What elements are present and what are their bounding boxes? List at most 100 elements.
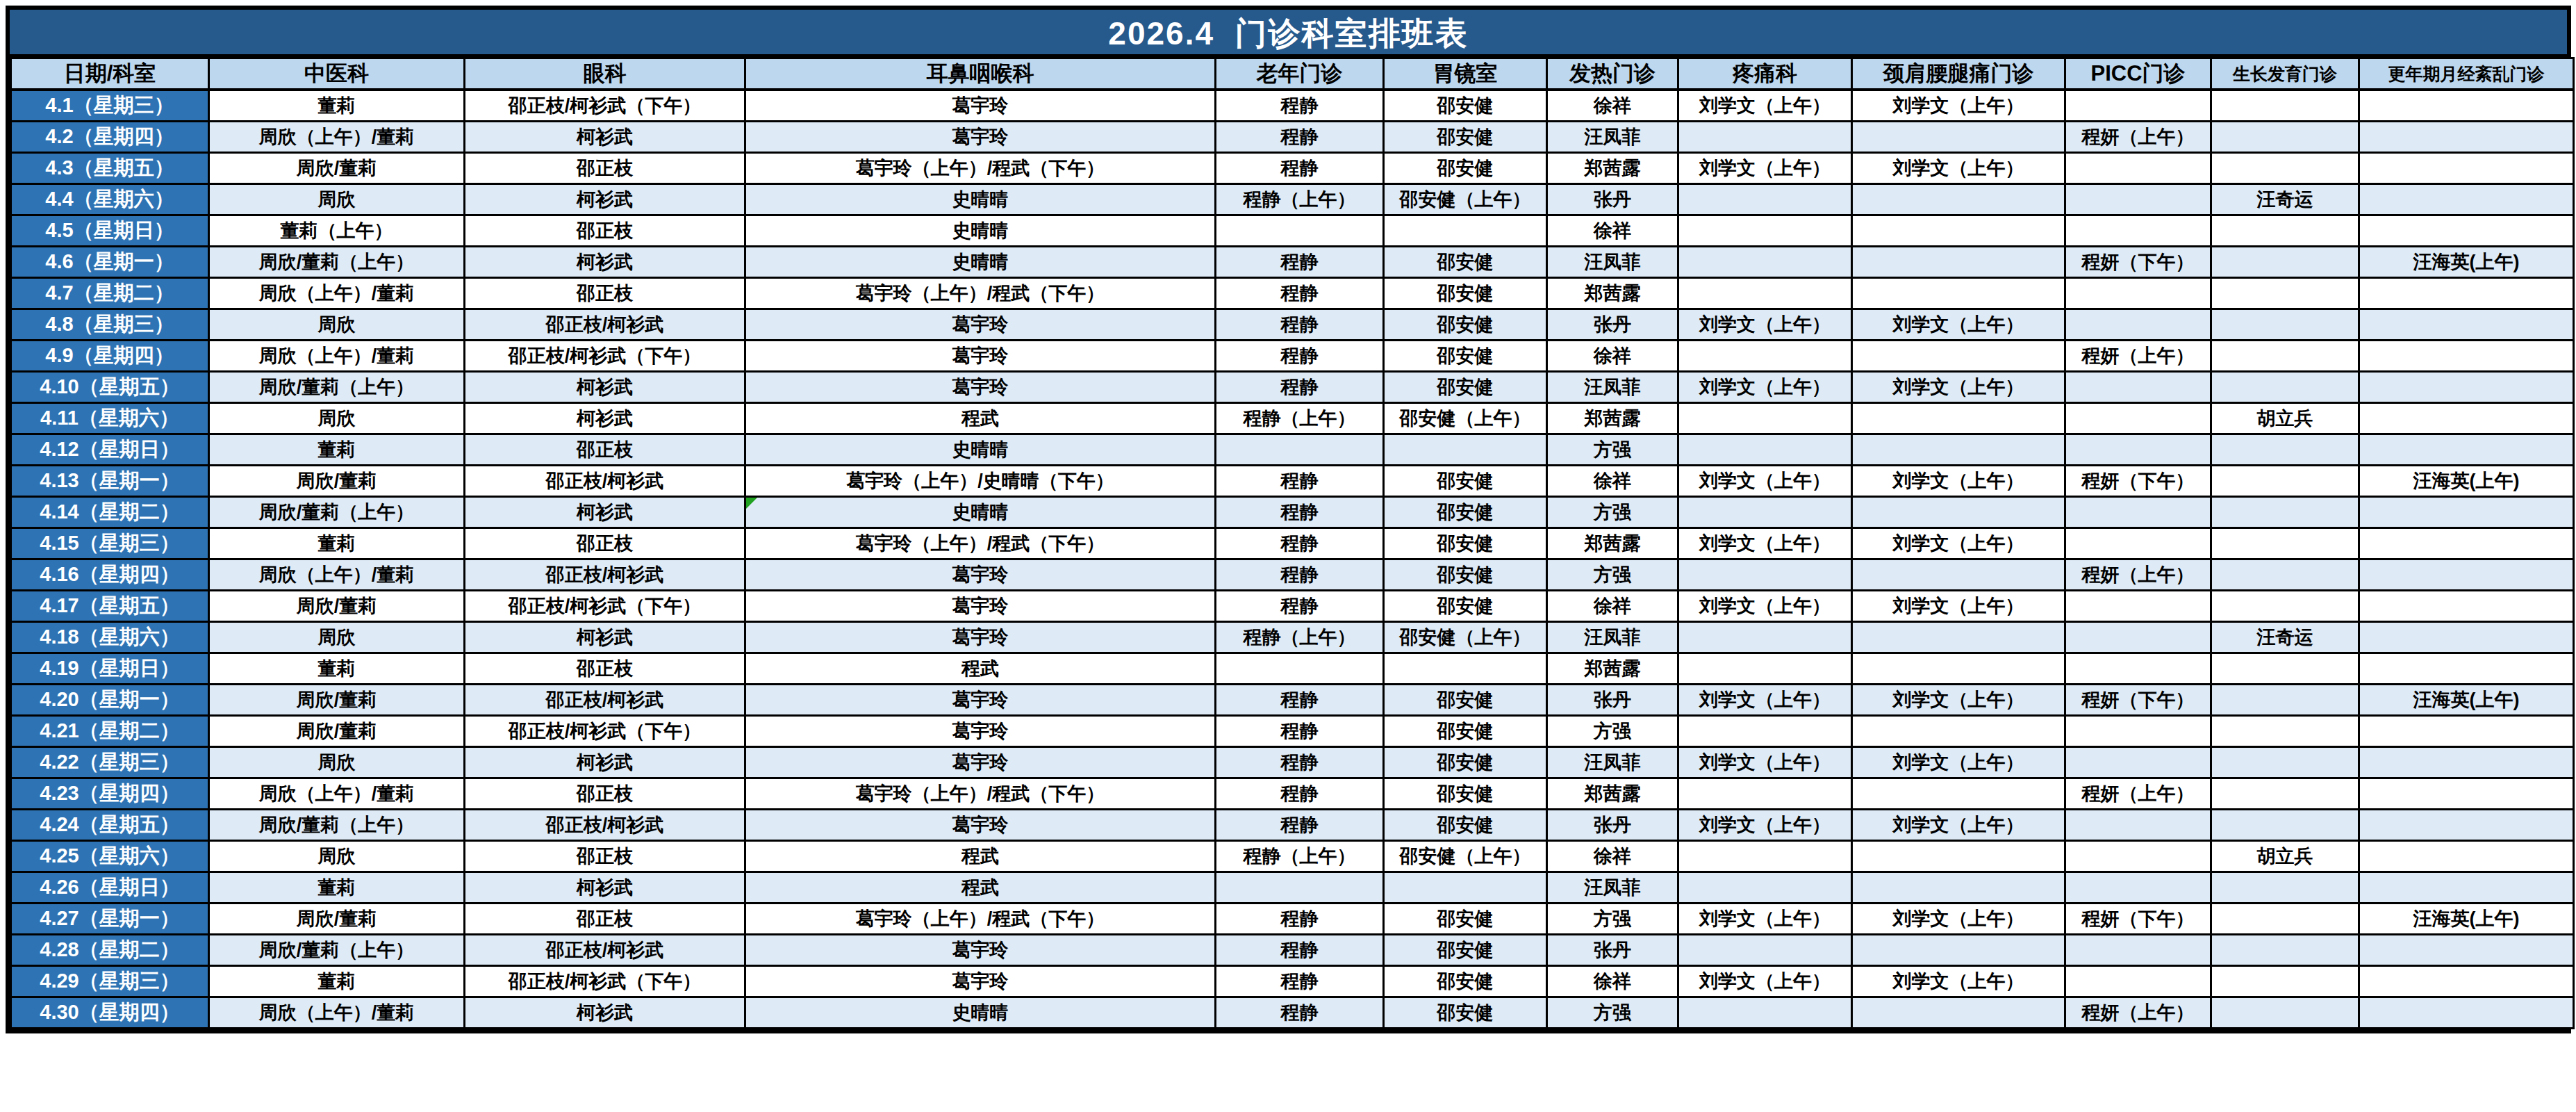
- date-cell[interactable]: 4.5（星期日）: [11, 215, 209, 246]
- schedule-cell[interactable]: 程静: [1216, 590, 1384, 621]
- schedule-cell[interactable]: 周欣: [209, 746, 465, 778]
- schedule-cell[interactable]: 董莉: [209, 653, 465, 684]
- schedule-cell[interactable]: 周欣/董莉（上午）: [209, 496, 465, 528]
- schedule-cell[interactable]: 葛宇玲: [745, 371, 1216, 402]
- date-cell[interactable]: 4.10（星期五）: [11, 371, 209, 402]
- schedule-cell[interactable]: [1678, 997, 1852, 1028]
- date-cell[interactable]: 4.11（星期六）: [11, 402, 209, 434]
- schedule-cell[interactable]: 郑茜露: [1547, 152, 1678, 183]
- date-cell[interactable]: 4.30（星期四）: [11, 997, 209, 1028]
- schedule-cell[interactable]: 程妍（下午）: [2065, 465, 2211, 496]
- schedule-cell[interactable]: 柯衫武: [465, 402, 745, 434]
- schedule-cell[interactable]: 程静: [1216, 90, 1384, 121]
- schedule-cell[interactable]: 史晴晴: [745, 215, 1216, 246]
- schedule-cell[interactable]: 徐祥: [1547, 840, 1678, 872]
- schedule-cell[interactable]: 邵安健: [1384, 528, 1547, 559]
- schedule-cell[interactable]: 邵安健: [1384, 371, 1547, 402]
- schedule-cell[interactable]: 邵正枝: [465, 903, 745, 934]
- schedule-cell[interactable]: 邵安健: [1384, 246, 1547, 277]
- schedule-cell[interactable]: 邵正枝/柯衫武（下午）: [465, 90, 745, 121]
- schedule-cell[interactable]: [1852, 559, 2065, 590]
- schedule-cell[interactable]: 程妍（下午）: [2065, 903, 2211, 934]
- schedule-cell[interactable]: 邵正枝: [465, 528, 745, 559]
- column-header[interactable]: 颈肩腰腿痛门诊: [1852, 58, 2065, 90]
- schedule-cell[interactable]: [2211, 371, 2359, 402]
- schedule-cell[interactable]: [1678, 778, 1852, 809]
- schedule-cell[interactable]: 郑茜露: [1547, 277, 1678, 309]
- schedule-cell[interactable]: 汪凤菲: [1547, 371, 1678, 402]
- schedule-cell[interactable]: [2359, 840, 2574, 872]
- schedule-cell[interactable]: 刘学文（上午）: [1852, 465, 2065, 496]
- schedule-cell[interactable]: 程武: [745, 872, 1216, 903]
- schedule-cell[interactable]: 汪凤菲: [1547, 246, 1678, 277]
- schedule-cell[interactable]: 邵安健: [1384, 590, 1547, 621]
- schedule-cell[interactable]: 刘学文（上午）: [1678, 528, 1852, 559]
- schedule-cell[interactable]: 刘学文（上午）: [1678, 465, 1852, 496]
- schedule-cell[interactable]: 邵安健: [1384, 903, 1547, 934]
- schedule-cell[interactable]: 汪海英(上午): [2359, 465, 2574, 496]
- schedule-cell[interactable]: 程静: [1216, 559, 1384, 590]
- schedule-cell[interactable]: [1678, 621, 1852, 653]
- schedule-cell[interactable]: 周欣（上午）/董莉: [209, 340, 465, 371]
- schedule-cell[interactable]: 方强: [1547, 559, 1678, 590]
- schedule-cell[interactable]: 汪凤菲: [1547, 746, 1678, 778]
- schedule-cell[interactable]: [2359, 934, 2574, 965]
- schedule-cell[interactable]: 刘学文（上午）: [1852, 809, 2065, 840]
- schedule-cell[interactable]: 周欣（上午）/董莉: [209, 277, 465, 309]
- schedule-cell[interactable]: [1678, 653, 1852, 684]
- schedule-cell[interactable]: [2211, 590, 2359, 621]
- schedule-cell[interactable]: 程静: [1216, 997, 1384, 1028]
- date-cell[interactable]: 4.16（星期四）: [11, 559, 209, 590]
- schedule-cell[interactable]: 邵安健: [1384, 778, 1547, 809]
- schedule-cell[interactable]: [1852, 496, 2065, 528]
- schedule-cell[interactable]: 程静: [1216, 371, 1384, 402]
- column-header[interactable]: 日期/科室: [11, 58, 209, 90]
- schedule-cell[interactable]: 柯衫武: [465, 121, 745, 152]
- schedule-cell[interactable]: [1678, 246, 1852, 277]
- column-header[interactable]: 耳鼻咽喉科: [745, 58, 1216, 90]
- schedule-cell[interactable]: [2359, 746, 2574, 778]
- schedule-cell[interactable]: 周欣/董莉: [209, 465, 465, 496]
- schedule-cell[interactable]: 郑茜露: [1547, 653, 1678, 684]
- schedule-cell[interactable]: 刘学文（上午）: [1678, 590, 1852, 621]
- schedule-cell[interactable]: [1216, 653, 1384, 684]
- column-header[interactable]: 老年门诊: [1216, 58, 1384, 90]
- schedule-cell[interactable]: [2359, 528, 2574, 559]
- schedule-cell[interactable]: 刘学文（上午）: [1852, 90, 2065, 121]
- date-cell[interactable]: 4.9（星期四）: [11, 340, 209, 371]
- schedule-cell[interactable]: 徐祥: [1547, 340, 1678, 371]
- schedule-cell[interactable]: [2211, 997, 2359, 1028]
- schedule-cell[interactable]: 程静: [1216, 496, 1384, 528]
- schedule-cell[interactable]: 程静（上午）: [1216, 183, 1384, 215]
- schedule-cell[interactable]: 程武: [745, 402, 1216, 434]
- schedule-cell[interactable]: 邵安健（上午）: [1384, 402, 1547, 434]
- schedule-cell[interactable]: [2211, 778, 2359, 809]
- schedule-cell[interactable]: [1852, 183, 2065, 215]
- date-cell[interactable]: 4.3（星期五）: [11, 152, 209, 183]
- schedule-cell[interactable]: 程静（上午）: [1216, 402, 1384, 434]
- column-header[interactable]: PICC门诊: [2065, 58, 2211, 90]
- schedule-cell[interactable]: 葛宇玲: [745, 590, 1216, 621]
- schedule-cell[interactable]: [2359, 872, 2574, 903]
- schedule-cell[interactable]: [2065, 183, 2211, 215]
- schedule-cell[interactable]: [1852, 872, 2065, 903]
- schedule-cell[interactable]: 史晴晴: [745, 997, 1216, 1028]
- schedule-cell[interactable]: 刘学文（上午）: [1678, 371, 1852, 402]
- column-header[interactable]: 生长发育门诊: [2211, 58, 2359, 90]
- schedule-cell[interactable]: 邵正枝: [465, 840, 745, 872]
- schedule-cell[interactable]: 葛宇玲（上午）/程武（下午）: [745, 528, 1216, 559]
- schedule-cell[interactable]: [1216, 434, 1384, 465]
- date-cell[interactable]: 4.24（星期五）: [11, 809, 209, 840]
- schedule-cell[interactable]: 程静: [1216, 465, 1384, 496]
- schedule-cell[interactable]: [2359, 215, 2574, 246]
- schedule-cell[interactable]: 程武: [745, 840, 1216, 872]
- schedule-cell[interactable]: 刘学文（上午）: [1852, 746, 2065, 778]
- schedule-cell[interactable]: 刘学文（上午）: [1852, 528, 2065, 559]
- schedule-cell[interactable]: 程静: [1216, 715, 1384, 746]
- schedule-cell[interactable]: 刘学文（上午）: [1678, 746, 1852, 778]
- schedule-cell[interactable]: 程静: [1216, 934, 1384, 965]
- schedule-cell[interactable]: 柯衫武: [465, 371, 745, 402]
- schedule-cell[interactable]: 程妍（上午）: [2065, 559, 2211, 590]
- schedule-cell[interactable]: 郑茜露: [1547, 778, 1678, 809]
- schedule-cell[interactable]: [2359, 965, 2574, 997]
